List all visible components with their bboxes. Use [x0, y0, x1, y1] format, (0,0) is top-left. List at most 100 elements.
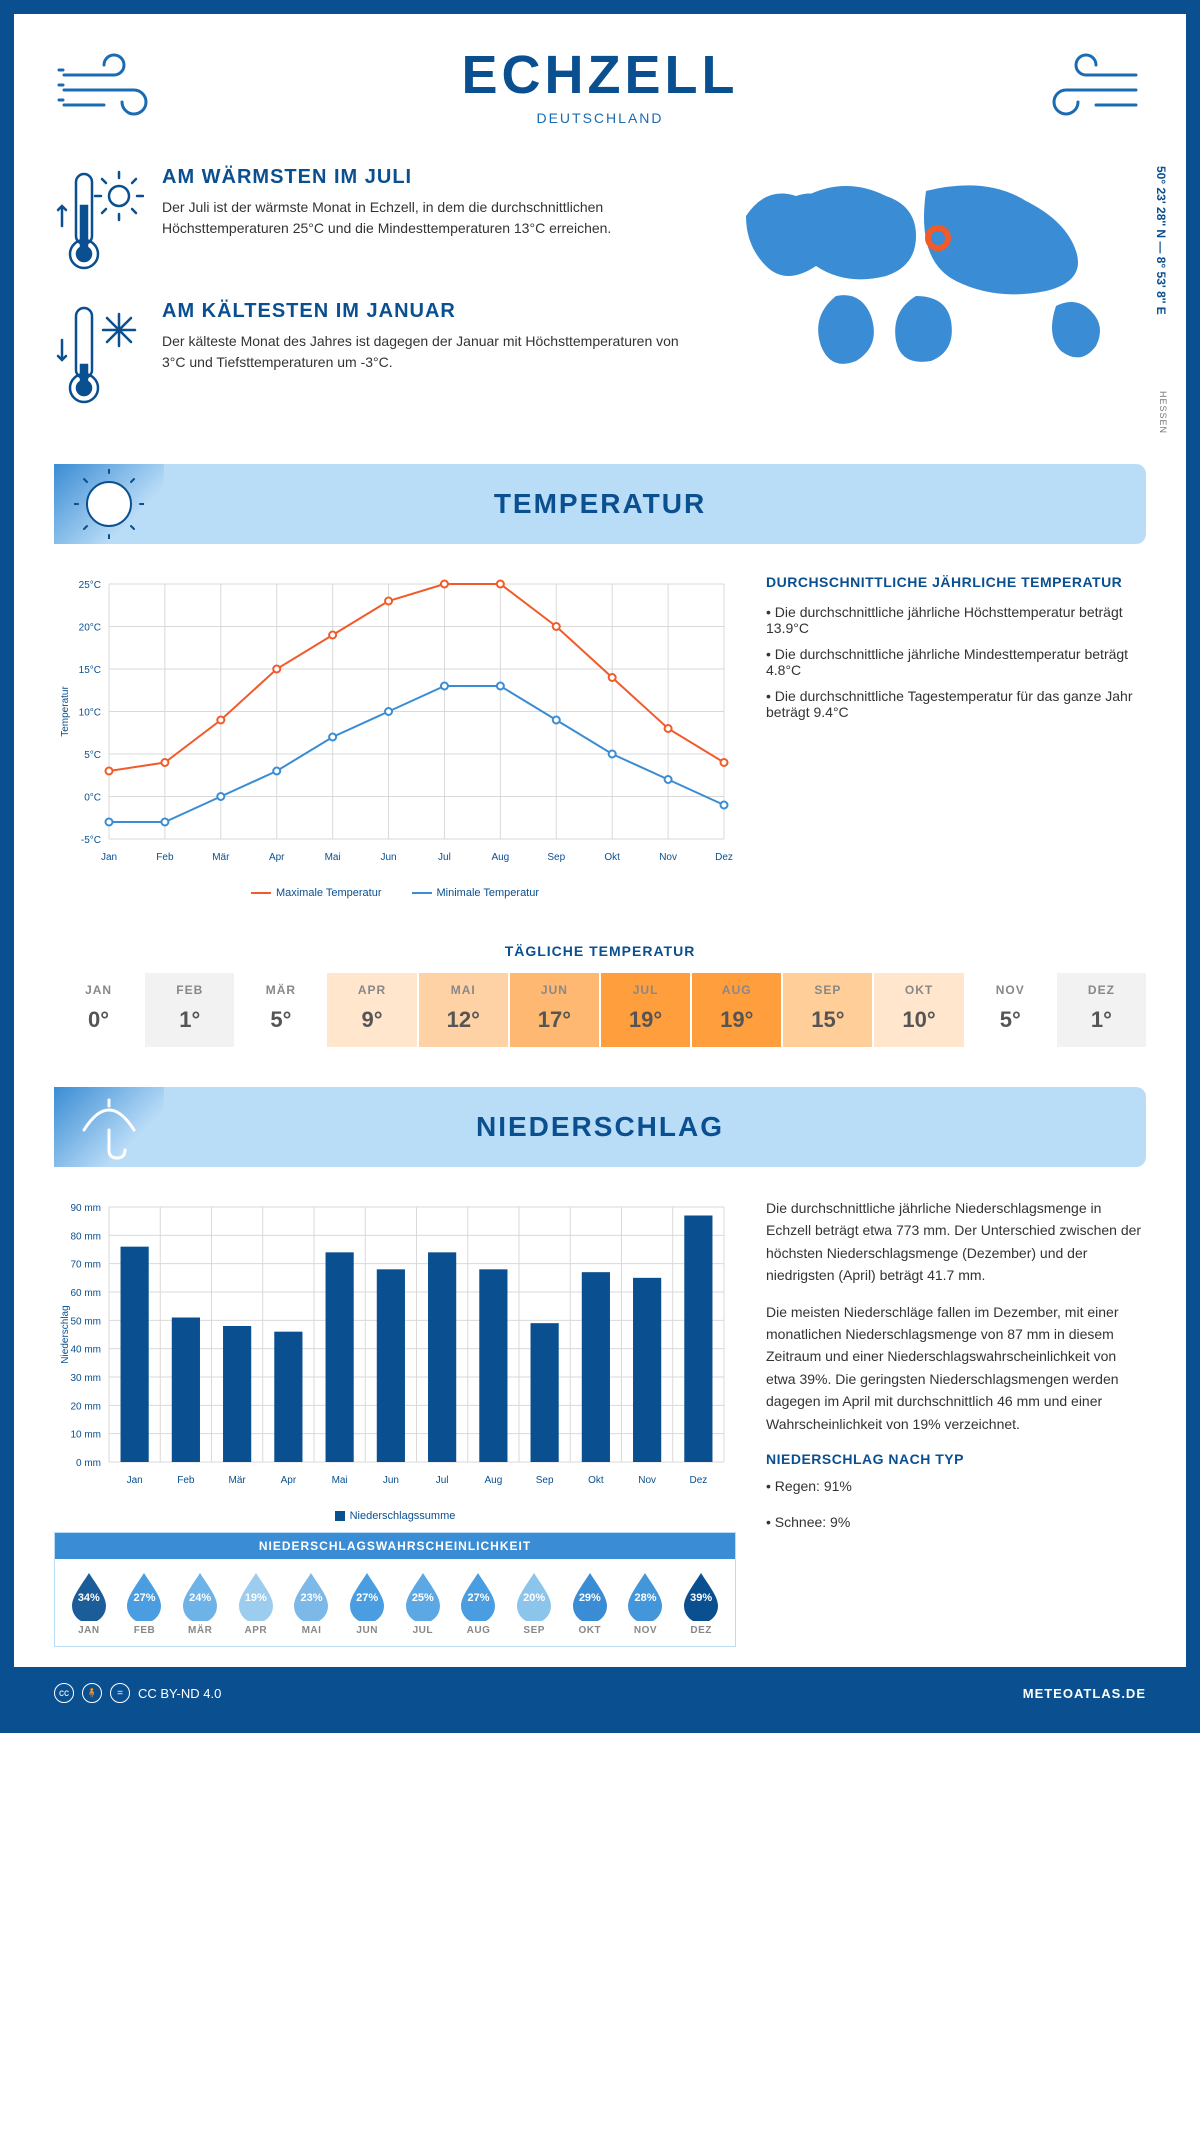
- svg-text:Aug: Aug: [484, 1475, 502, 1486]
- temp-chart-legend: Maximale Temperatur Minimale Temperatur: [54, 887, 736, 899]
- prob-drop-cell: 27%JUN: [339, 1569, 395, 1636]
- prob-drop-cell: 23%MAI: [284, 1569, 340, 1636]
- prob-drop-cell: 19%APR: [228, 1569, 284, 1636]
- svg-text:Niederschlag: Niederschlag: [60, 1305, 71, 1363]
- section-banner-precipitation: NIEDERSCHLAG: [54, 1087, 1146, 1167]
- svg-text:Temperatur: Temperatur: [60, 686, 71, 737]
- svg-text:Mär: Mär: [229, 1475, 247, 1486]
- daily-temp-cell: AUG19°: [692, 973, 781, 1047]
- prob-drop-cell: 29%OKT: [562, 1569, 618, 1636]
- prob-drop-cell: 20%SEP: [506, 1569, 562, 1636]
- nd-icon: =: [110, 1683, 130, 1703]
- temp-summary-title: DURCHSCHNITTLICHE JÄHRLICHE TEMPERATUR: [766, 574, 1146, 590]
- prob-drop-cell: 27%FEB: [117, 1569, 173, 1636]
- section-title-precipitation: NIEDERSCHLAG: [476, 1111, 724, 1142]
- svg-text:Jul: Jul: [436, 1475, 449, 1486]
- daily-temp-cell: MAI12°: [419, 973, 508, 1047]
- license-label: CC BY-ND 4.0: [138, 1686, 221, 1701]
- svg-text:30 mm: 30 mm: [70, 1373, 101, 1384]
- svg-text:70 mm: 70 mm: [70, 1260, 101, 1271]
- daily-temp-title: TÄGLICHE TEMPERATUR: [54, 943, 1146, 959]
- daily-temp-cell: DEZ1°: [1057, 973, 1146, 1047]
- svg-text:Aug: Aug: [491, 852, 509, 863]
- thermometer-hot-icon: [54, 166, 144, 276]
- prob-drop-cell: 25%JUL: [395, 1569, 451, 1636]
- svg-text:Jan: Jan: [127, 1475, 143, 1486]
- section-banner-temperature: TEMPERATUR: [54, 464, 1146, 544]
- site-label: METEOATLAS.DE: [1023, 1686, 1146, 1701]
- svg-text:Feb: Feb: [177, 1475, 195, 1486]
- fact-warm-text: Der Juli ist der wärmste Monat in Echzel…: [162, 197, 696, 239]
- svg-text:40 mm: 40 mm: [70, 1345, 101, 1356]
- precip-type-snow: • Schnee: 9%: [766, 1511, 1146, 1533]
- precipitation-probability-box: NIEDERSCHLAGSWAHRSCHEINLICHKEIT 34%JAN27…: [54, 1532, 736, 1647]
- svg-text:Mai: Mai: [325, 852, 341, 863]
- daily-temp-grid: JAN0°FEB1°MÄR5°APR9°MAI12°JUN17°JUL19°AU…: [54, 973, 1146, 1047]
- svg-text:10 mm: 10 mm: [70, 1430, 101, 1441]
- prob-title: NIEDERSCHLAGSWAHRSCHEINLICHKEIT: [55, 1533, 735, 1559]
- svg-text:50 mm: 50 mm: [70, 1316, 101, 1327]
- svg-text:Okt: Okt: [588, 1475, 604, 1486]
- precip-para-2: Die meisten Niederschläge fallen im Deze…: [766, 1301, 1146, 1435]
- header: ECHZELL DEUTSCHLAND: [54, 14, 1146, 146]
- svg-text:Jul: Jul: [438, 852, 451, 863]
- by-icon: 🧍: [82, 1683, 102, 1703]
- wind-icon-left: [54, 45, 174, 125]
- svg-text:Nov: Nov: [638, 1475, 656, 1486]
- temp-bullet-0: • Die durchschnittliche jährliche Höchst…: [766, 604, 1146, 636]
- region-label: HESSEN: [1158, 391, 1168, 434]
- cc-icon: cc: [54, 1683, 74, 1703]
- svg-text:Apr: Apr: [269, 852, 285, 863]
- svg-text:80 mm: 80 mm: [70, 1231, 101, 1242]
- fact-cold-title: AM KÄLTESTEN IM JANUAR: [162, 300, 696, 323]
- footer: cc 🧍 = CC BY-ND 4.0 METEOATLAS.DE: [14, 1667, 1186, 1719]
- svg-text:90 mm: 90 mm: [70, 1203, 101, 1214]
- sun-icon: [74, 469, 144, 539]
- svg-text:Mär: Mär: [212, 852, 230, 863]
- page-title: ECHZELL: [462, 44, 739, 106]
- temp-bullet-2: • Die durchschnittliche Tagestemperatur …: [766, 688, 1146, 720]
- svg-text:Jun: Jun: [383, 1475, 399, 1486]
- prob-drop-cell: 27%AUG: [451, 1569, 507, 1636]
- prob-drop-cell: 39%DEZ: [673, 1569, 729, 1636]
- daily-temp-cell: NOV5°: [966, 973, 1055, 1047]
- umbrella-icon: [74, 1092, 144, 1162]
- fact-cold-text: Der kälteste Monat des Jahres ist dagege…: [162, 331, 696, 373]
- svg-text:15°C: 15°C: [79, 665, 101, 676]
- daily-temp-cell: JUL19°: [601, 973, 690, 1047]
- svg-text:Jun: Jun: [380, 852, 396, 863]
- svg-text:5°C: 5°C: [84, 750, 101, 761]
- svg-text:Okt: Okt: [604, 852, 620, 863]
- prob-drop-cell: 34%JAN: [61, 1569, 117, 1636]
- svg-text:60 mm: 60 mm: [70, 1288, 101, 1299]
- svg-text:Feb: Feb: [156, 852, 174, 863]
- coordinates-label: 50° 23' 28'' N — 8° 53' 8'' E: [1154, 166, 1168, 315]
- world-map-icon: [726, 166, 1146, 376]
- prob-drop-cell: 28%NOV: [618, 1569, 674, 1636]
- svg-text:-5°C: -5°C: [81, 835, 101, 846]
- svg-text:20°C: 20°C: [79, 623, 101, 634]
- precip-chart-legend: Niederschlagssumme: [54, 1510, 736, 1522]
- section-title-temperature: TEMPERATUR: [494, 488, 706, 519]
- svg-text:Dez: Dez: [689, 1475, 707, 1486]
- precip-type-title: NIEDERSCHLAG NACH TYP: [766, 1451, 1146, 1467]
- daily-temp-cell: JUN17°: [510, 973, 599, 1047]
- wind-icon-right: [1026, 45, 1146, 125]
- prob-drop-cell: 24%MÄR: [172, 1569, 228, 1636]
- temp-bullet-1: • Die durchschnittliche jährliche Mindes…: [766, 646, 1146, 678]
- daily-temp-cell: APR9°: [327, 973, 416, 1047]
- svg-text:Jan: Jan: [101, 852, 117, 863]
- svg-text:Mai: Mai: [332, 1475, 348, 1486]
- daily-temp-cell: JAN0°: [54, 973, 143, 1047]
- temperature-line-chart: -5°C0°C5°C10°C15°C20°C25°CJanFebMärAprMa…: [54, 574, 734, 874]
- page-subtitle: DEUTSCHLAND: [462, 110, 739, 126]
- fact-warmest: AM WÄRMSTEN IM JULI Der Juli ist der wär…: [54, 166, 696, 276]
- svg-text:25°C: 25°C: [79, 580, 101, 591]
- svg-text:Apr: Apr: [281, 1475, 297, 1486]
- precip-para-1: Die durchschnittliche jährliche Niedersc…: [766, 1197, 1146, 1287]
- daily-temp-cell: MÄR5°: [236, 973, 325, 1047]
- svg-text:Sep: Sep: [547, 852, 565, 863]
- svg-text:Sep: Sep: [536, 1475, 554, 1486]
- daily-temp-cell: SEP15°: [783, 973, 872, 1047]
- fact-coldest: AM KÄLTESTEN IM JANUAR Der kälteste Mona…: [54, 300, 696, 410]
